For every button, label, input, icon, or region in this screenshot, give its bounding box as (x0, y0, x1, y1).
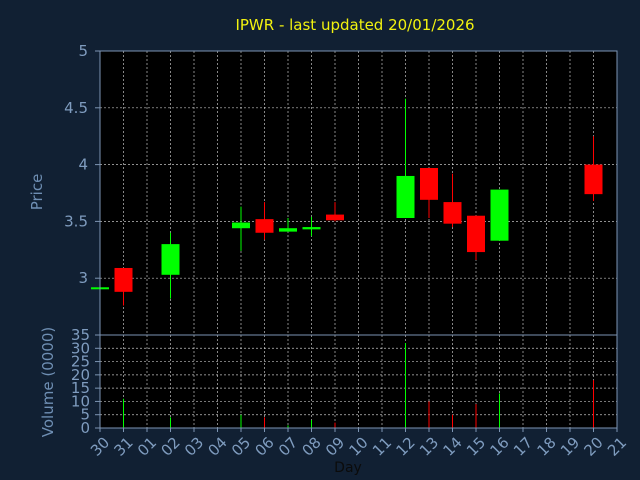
volume-y-tick-label: 15 (71, 379, 90, 397)
x-tick-label: 12 (393, 434, 419, 460)
x-tick-label: 21 (604, 434, 630, 460)
price-candles (91, 98, 603, 306)
volume-y-tick-label: 0 (80, 419, 90, 437)
x-tick-label: 06 (252, 434, 278, 460)
x-tick-label: 09 (322, 434, 348, 460)
price-y-tick-label: 4.5 (64, 99, 88, 117)
candle (232, 206, 250, 251)
x-tick-label: 07 (275, 434, 301, 460)
candle-body (302, 227, 321, 230)
candle (584, 136, 603, 201)
candle-body (161, 244, 180, 275)
candle (161, 232, 180, 299)
candle (326, 202, 344, 222)
candle (467, 215, 485, 261)
x-tick-label: 01 (134, 434, 160, 460)
x-tick-label: 15 (463, 434, 489, 460)
candle (396, 98, 415, 218)
candle-body (467, 215, 485, 253)
x-tick-label: 02 (158, 434, 184, 460)
candle (490, 189, 509, 241)
x-tick-label: 20 (581, 434, 607, 460)
price-y-tick-label: 3 (78, 269, 88, 287)
x-axis-ticks: 3031010203040506070809101112131415161718… (87, 428, 630, 460)
x-tick-label: 10 (346, 434, 372, 460)
x-tick-label: 13 (416, 434, 442, 460)
candle-body (490, 189, 509, 241)
x-tick-label: 18 (534, 434, 560, 460)
candle-body (326, 214, 344, 221)
x-tick-label: 11 (369, 434, 395, 460)
x-tick-label: 14 (440, 434, 466, 460)
candle-body (232, 222, 250, 229)
x-tick-label: 17 (510, 434, 536, 460)
volume-y-tick-label: 25 (71, 353, 90, 371)
x-tick-label: 30 (87, 434, 113, 460)
volume-y-tick-label: 20 (71, 366, 90, 384)
x-tick-label: 19 (557, 434, 583, 460)
candle-body (114, 267, 133, 292)
candle (255, 202, 274, 240)
candle-body (584, 164, 603, 195)
price-y-tick-label: 5 (78, 42, 88, 60)
candle-body (420, 168, 438, 200)
price-y-tick-label: 4 (78, 156, 88, 174)
price-y-tick-label: 3.5 (64, 212, 88, 230)
price-y-axis-label: Price (28, 174, 46, 211)
candle (443, 173, 462, 228)
x-tick-label: 31 (111, 434, 137, 460)
x-tick-label: 08 (299, 434, 325, 460)
volume-y-tick-label: 10 (71, 392, 90, 410)
x-tick-label: 03 (181, 434, 207, 460)
x-tick-label: 04 (205, 434, 231, 460)
candle-body (443, 202, 462, 224)
x-tick-label: 05 (228, 434, 254, 460)
candle-body (255, 219, 274, 233)
candle (302, 216, 321, 237)
x-tick-label: 16 (487, 434, 513, 460)
volume-y-tick-label: 5 (80, 406, 90, 424)
candle (279, 217, 297, 232)
volume-y-axis-label: Volume (0000) (39, 327, 57, 437)
candle-body (279, 228, 297, 232)
candle-body (396, 175, 415, 218)
price-panel: 3 3.5 4 4.5 5 Price (28, 42, 618, 336)
volume-y-tick-label: 35 (71, 326, 90, 344)
x-axis-label: Day (334, 460, 362, 476)
volume-y-tick-label: 30 (71, 339, 90, 357)
chart-title: IPWR - last updated 20/01/2026 (235, 16, 474, 34)
candle (420, 168, 438, 218)
price-y-ticks: 3 3.5 4 4.5 5 (64, 42, 100, 287)
candle (114, 267, 133, 306)
